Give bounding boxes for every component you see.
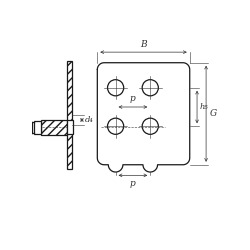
- Bar: [68, 120, 73, 134]
- Text: B: B: [140, 40, 147, 49]
- Bar: [40, 120, 68, 135]
- Text: G: G: [210, 109, 217, 118]
- Text: d₄: d₄: [85, 116, 94, 124]
- Text: h₅: h₅: [200, 103, 209, 111]
- Bar: [68, 61, 72, 168]
- Bar: [68, 61, 72, 168]
- Text: p: p: [130, 94, 136, 103]
- Bar: [34, 121, 40, 134]
- Text: p: p: [130, 179, 136, 188]
- Bar: [40, 120, 68, 135]
